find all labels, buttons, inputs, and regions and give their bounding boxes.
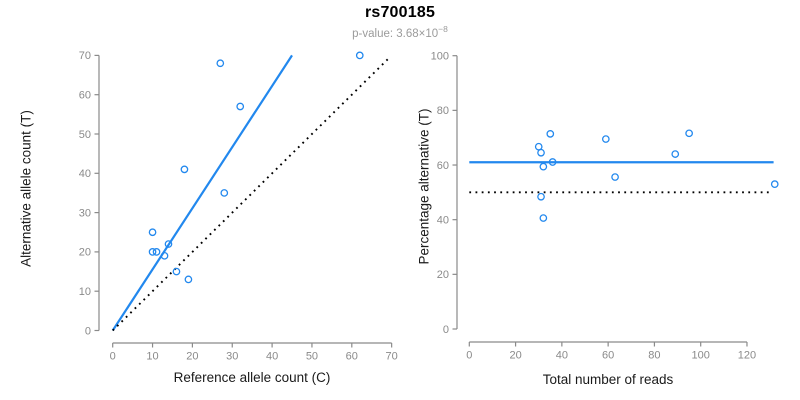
y-tick-label: 20 [437,269,449,281]
data-point [216,59,225,68]
data-point [180,165,189,174]
data-point [548,158,557,166]
y-tick-label: 100 [431,51,449,63]
data-point [220,189,229,197]
x-tick-label: 40 [556,350,568,362]
x-tick-label: 0 [110,351,116,363]
x-tick-label: 20 [186,351,198,363]
data-point [601,135,610,143]
data-point [164,240,173,248]
y-tick-label: 60 [437,160,449,172]
plot-title: rs700185 [364,4,436,21]
data-point [160,251,169,260]
data-point [546,130,555,138]
x-tick-label: 70 [386,351,398,363]
plot-panel-1: 0 20 40 60 80 100 120 0 20 40 60 80 100 [431,51,779,362]
data-point [152,248,161,256]
x-tick-label: 20 [509,350,521,362]
data-point [539,162,548,171]
plot-panel-0: 0 10 20 30 40 50 60 70 0 10 20 30 40 50 60 70 [79,50,398,362]
y-tick-label: 40 [79,168,91,180]
data-point [671,150,680,158]
data-point [236,102,245,111]
x-tick-label: 10 [146,351,158,363]
y-tick-label: 30 [79,207,91,219]
y-tick-label: 60 [79,90,91,102]
plot-subtitle: p-value: 3.68×10−8 [0,24,800,40]
x-tick-label: 100 [692,350,710,362]
data-point [172,267,181,276]
y-tick-label: 10 [79,286,91,298]
y-tick-label: 0 [85,325,91,337]
left-y-axis-title: Alternative allele count (T) [18,110,34,267]
x-tick-label: 40 [266,351,278,363]
data-point [537,192,545,201]
x-tick-label: 80 [648,350,660,362]
right-x-axis-title: Total number of reads [542,372,674,387]
x-tick-label: 60 [346,351,358,363]
x-tick-label: 30 [226,351,238,363]
y-tick-label: 50 [79,129,91,141]
y-tick-label: 0 [443,324,449,336]
data-point [611,173,619,181]
pvalue-text: p-value: 3.68×10 [352,27,439,40]
x-tick-label: 120 [738,350,756,362]
fit-line [111,54,293,332]
identity-line [112,56,391,332]
data-point [184,275,193,284]
left-x-axis-title: Reference allele count (C) [173,370,331,385]
right-y-axis-title: Percentage alternative (T) [416,108,432,265]
y-tick-label: 40 [437,214,449,226]
data-point [539,214,548,222]
data-point [770,180,779,189]
data-point [148,248,157,256]
x-tick-label: 50 [306,351,318,363]
y-tick-label: 80 [437,105,449,117]
y-tick-label: 20 [79,247,91,259]
pvalue-exponent: −8 [438,24,448,34]
x-tick-label: 60 [602,350,614,362]
data-point [148,228,157,237]
data-point [685,129,693,138]
y-tick-label: 70 [79,50,91,62]
x-tick-label: 0 [466,350,472,362]
data-point [355,51,364,60]
data-point [537,148,545,157]
